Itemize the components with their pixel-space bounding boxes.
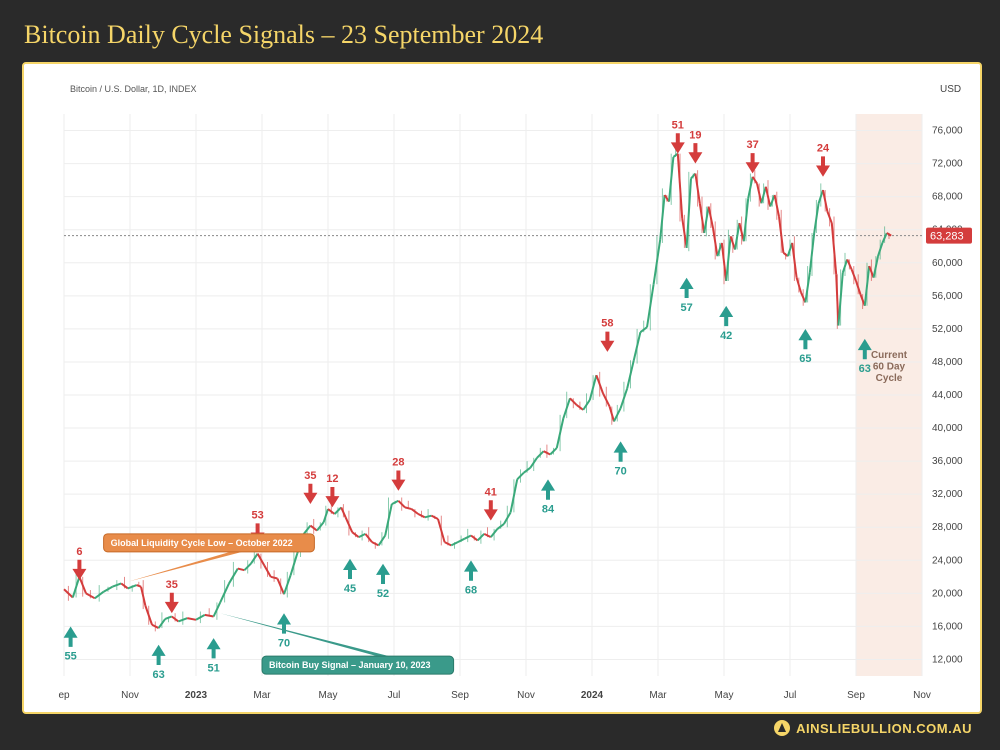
svg-text:65: 65 bbox=[799, 353, 811, 365]
svg-text:45: 45 bbox=[344, 583, 356, 595]
svg-text:24: 24 bbox=[817, 143, 830, 155]
svg-text:76,000: 76,000 bbox=[932, 126, 963, 137]
svg-text:70: 70 bbox=[278, 637, 290, 649]
brand-text: AINSLIEBULLION.COM.AU bbox=[796, 721, 972, 736]
svg-text:51: 51 bbox=[207, 662, 219, 674]
svg-text:48,000: 48,000 bbox=[932, 357, 963, 368]
svg-text:Current: Current bbox=[871, 350, 908, 361]
svg-text:Bitcoin / U.S. Dollar, 1D, IND: Bitcoin / U.S. Dollar, 1D, INDEX bbox=[70, 84, 197, 94]
svg-text:28: 28 bbox=[392, 457, 404, 469]
svg-text:35: 35 bbox=[304, 470, 316, 482]
svg-text:53: 53 bbox=[251, 509, 263, 521]
svg-text:68: 68 bbox=[465, 585, 477, 597]
svg-text:ep: ep bbox=[58, 690, 70, 701]
svg-text:36,000: 36,000 bbox=[932, 456, 963, 467]
svg-text:37: 37 bbox=[746, 139, 758, 151]
svg-text:12,000: 12,000 bbox=[932, 654, 963, 665]
chart-panel: Bitcoin / U.S. Dollar, 1D, INDEX 12,000 16… bbox=[22, 62, 982, 714]
svg-text:19: 19 bbox=[689, 129, 701, 141]
current-price-tag: 63,283 bbox=[926, 228, 972, 244]
svg-text:24,000: 24,000 bbox=[932, 555, 963, 566]
svg-text:2023: 2023 bbox=[185, 690, 208, 701]
svg-text:55: 55 bbox=[64, 651, 76, 663]
svg-text:Bitcoin Buy Signal – January 1: Bitcoin Buy Signal – January 10, 2023 bbox=[269, 660, 431, 670]
svg-text:63,283: 63,283 bbox=[930, 231, 964, 243]
svg-text:Global Liquidity Cycle Low – O: Global Liquidity Cycle Low – October 202… bbox=[111, 538, 293, 548]
svg-text:Jul: Jul bbox=[388, 690, 401, 701]
svg-text:6: 6 bbox=[76, 546, 82, 558]
brand-footer: AINSLIEBULLION.COM.AU bbox=[774, 720, 972, 736]
svg-text:57: 57 bbox=[680, 302, 692, 314]
svg-text:Mar: Mar bbox=[253, 690, 271, 701]
svg-text:42: 42 bbox=[720, 330, 732, 342]
svg-text:52,000: 52,000 bbox=[932, 324, 963, 335]
svg-text:72,000: 72,000 bbox=[932, 159, 963, 170]
svg-text:Jul: Jul bbox=[784, 690, 797, 701]
svg-text:63: 63 bbox=[859, 363, 871, 375]
svg-text:70: 70 bbox=[614, 466, 626, 478]
svg-text:USD: USD bbox=[940, 84, 961, 95]
svg-text:58: 58 bbox=[601, 318, 613, 330]
svg-text:Cycle: Cycle bbox=[876, 373, 903, 384]
svg-text:44,000: 44,000 bbox=[932, 390, 963, 401]
svg-text:28,000: 28,000 bbox=[932, 522, 963, 533]
svg-text:Mar: Mar bbox=[649, 690, 667, 701]
svg-text:Nov: Nov bbox=[913, 690, 931, 701]
svg-text:12: 12 bbox=[326, 473, 338, 485]
chart-frame: Bitcoin Daily Cycle Signals – 23 Septemb… bbox=[0, 0, 1000, 750]
brand-logo-icon bbox=[774, 720, 790, 736]
svg-text:20,000: 20,000 bbox=[932, 588, 963, 599]
cycle-label: Current60 DayCycle bbox=[871, 350, 908, 384]
svg-text:Sep: Sep bbox=[847, 690, 865, 701]
svg-text:May: May bbox=[319, 690, 338, 701]
svg-text:84: 84 bbox=[542, 504, 555, 516]
svg-text:32,000: 32,000 bbox=[932, 489, 963, 500]
svg-text:16,000: 16,000 bbox=[932, 621, 963, 632]
svg-text:60 Day: 60 Day bbox=[873, 361, 906, 372]
svg-text:63: 63 bbox=[152, 669, 164, 681]
svg-text:56,000: 56,000 bbox=[932, 291, 963, 302]
svg-text:2024: 2024 bbox=[581, 690, 604, 701]
svg-text:40,000: 40,000 bbox=[932, 423, 963, 434]
svg-text:Nov: Nov bbox=[517, 690, 535, 701]
svg-text:Sep: Sep bbox=[451, 690, 469, 701]
svg-text:68,000: 68,000 bbox=[932, 192, 963, 203]
chart-legend: Bitcoin / U.S. Dollar, 1D, INDEX bbox=[70, 84, 197, 94]
svg-text:35: 35 bbox=[166, 579, 178, 591]
svg-text:51: 51 bbox=[672, 119, 684, 131]
svg-text:41: 41 bbox=[485, 486, 497, 498]
svg-text:52: 52 bbox=[377, 588, 389, 600]
svg-text:Nov: Nov bbox=[121, 690, 139, 701]
page-title: Bitcoin Daily Cycle Signals – 23 Septemb… bbox=[24, 20, 978, 50]
svg-text:60,000: 60,000 bbox=[932, 258, 963, 269]
price-chart: Bitcoin / U.S. Dollar, 1D, INDEX 12,000 16… bbox=[24, 64, 980, 712]
svg-text:May: May bbox=[715, 690, 734, 701]
